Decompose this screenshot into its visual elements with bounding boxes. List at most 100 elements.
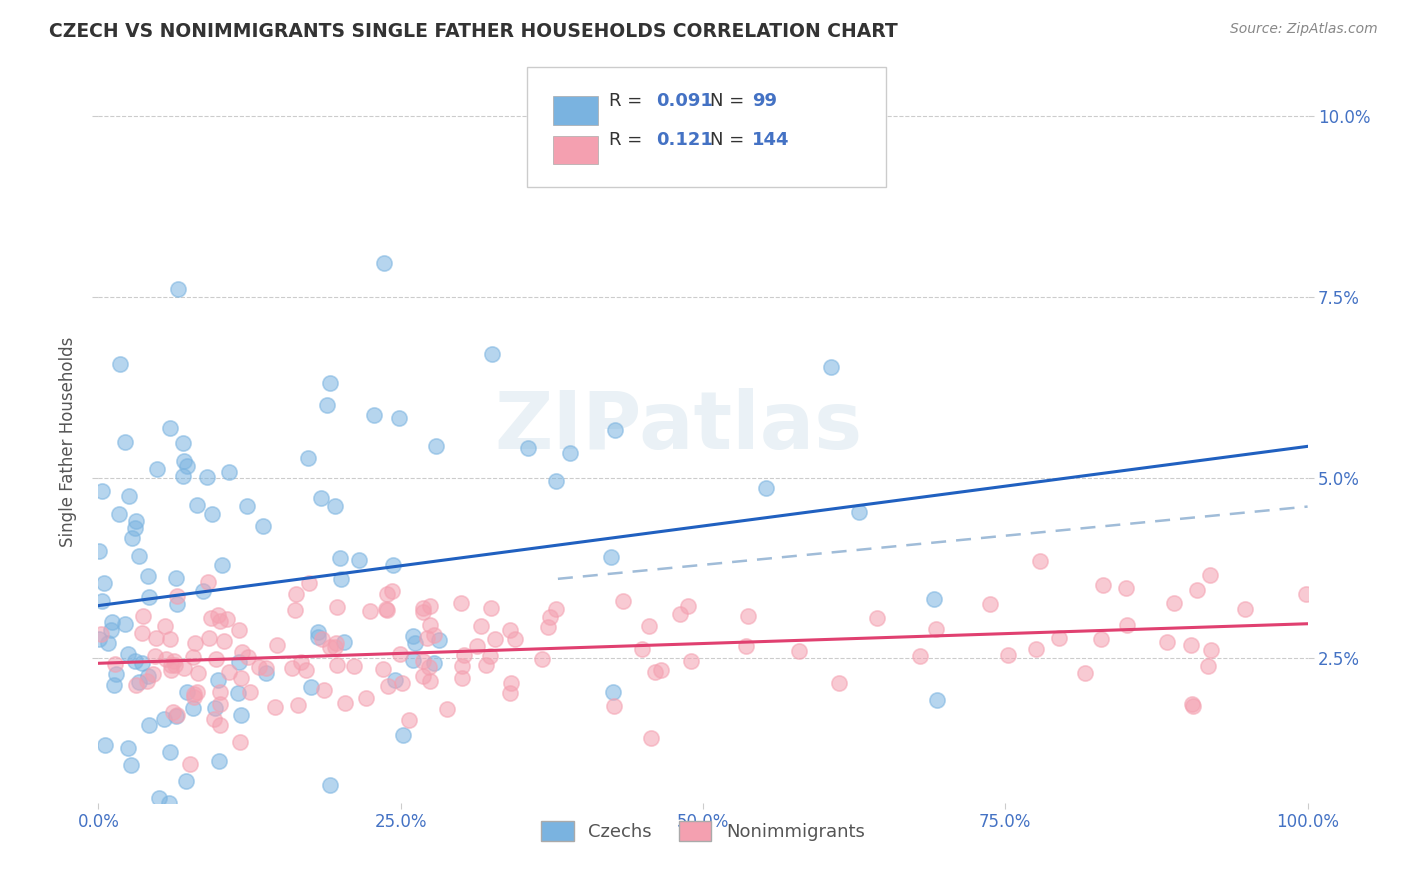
Point	[186, 498, 208, 512]
Point	[208, 718, 231, 732]
Point	[453, 648, 475, 663]
Point	[307, 625, 329, 640]
Point	[419, 618, 441, 632]
Point	[143, 648, 166, 663]
Point	[538, 610, 561, 624]
Point	[208, 754, 231, 768]
Point	[325, 657, 347, 672]
Point	[319, 640, 342, 654]
Point	[979, 597, 1001, 611]
Text: R =: R =	[609, 92, 648, 110]
Point	[285, 587, 308, 601]
Point	[239, 685, 262, 699]
Point	[735, 639, 758, 653]
Point	[787, 643, 810, 657]
Point	[848, 505, 870, 519]
Point	[356, 691, 378, 706]
Point	[377, 679, 399, 693]
Point	[391, 728, 413, 742]
Point	[231, 644, 253, 658]
Text: R =: R =	[609, 131, 654, 149]
Point	[419, 674, 441, 689]
Point	[754, 481, 776, 495]
Point	[120, 758, 142, 772]
Point	[159, 632, 181, 647]
Point	[238, 649, 260, 664]
Point	[131, 656, 153, 670]
Point	[1025, 641, 1047, 656]
Point	[214, 633, 236, 648]
Point	[644, 665, 666, 679]
Point	[412, 605, 434, 619]
Point	[375, 603, 398, 617]
Point	[669, 607, 692, 621]
Point	[117, 741, 139, 756]
Point	[388, 648, 411, 662]
Point	[166, 597, 188, 611]
Point	[108, 507, 131, 521]
Point	[91, 483, 114, 498]
Point	[254, 666, 277, 681]
Point	[323, 500, 346, 514]
Point	[284, 603, 307, 617]
Point	[436, 702, 458, 716]
Point	[384, 673, 406, 687]
Point	[481, 347, 503, 361]
Point	[145, 632, 167, 646]
Point	[138, 718, 160, 732]
Point	[925, 622, 948, 636]
Point	[997, 648, 1019, 663]
Point	[89, 632, 111, 646]
Point	[183, 650, 205, 665]
Point	[108, 357, 131, 371]
Point	[136, 668, 159, 682]
Point	[138, 569, 160, 583]
Point	[363, 409, 385, 423]
Point	[343, 658, 366, 673]
Point	[479, 601, 502, 615]
Point	[97, 636, 120, 650]
Point	[252, 519, 274, 533]
Point	[544, 475, 567, 489]
Point	[517, 441, 540, 455]
Point	[412, 654, 434, 668]
Point	[612, 594, 634, 608]
Point	[90, 594, 112, 608]
Point	[325, 636, 347, 650]
Point	[450, 596, 472, 610]
Point	[197, 574, 219, 589]
Point	[229, 707, 252, 722]
Point	[637, 618, 659, 632]
Point	[1090, 632, 1112, 646]
Point	[125, 514, 148, 528]
Point	[402, 629, 425, 643]
Point	[159, 745, 181, 759]
Point	[281, 661, 304, 675]
Point	[631, 641, 654, 656]
Point	[128, 675, 150, 690]
Point	[470, 618, 492, 632]
Point	[1182, 699, 1205, 714]
Point	[183, 690, 205, 704]
Point	[425, 439, 447, 453]
Point	[603, 423, 626, 437]
Point	[927, 693, 949, 707]
Point	[215, 612, 238, 626]
Point	[640, 731, 662, 745]
Point	[319, 376, 342, 390]
Point	[125, 678, 148, 692]
Point	[117, 647, 139, 661]
Point	[201, 507, 224, 521]
Point	[173, 454, 195, 468]
Point	[87, 544, 110, 558]
Legend: Czechs, Nonimmigrants: Czechs, Nonimmigrants	[534, 814, 872, 848]
Point	[1181, 698, 1204, 712]
Point	[165, 708, 187, 723]
Point	[602, 699, 624, 714]
Point	[209, 698, 232, 712]
Text: N =: N =	[710, 92, 749, 110]
Point	[419, 599, 441, 614]
Point	[299, 680, 322, 694]
Point	[218, 665, 240, 679]
Point	[163, 657, 186, 672]
